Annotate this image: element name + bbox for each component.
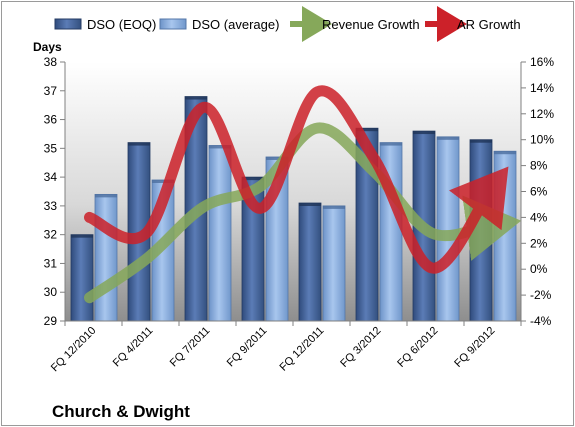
bar-top-cap (266, 156, 288, 160)
y-right-tick-label: 8% (530, 159, 548, 173)
y-right-tick-label: -2% (530, 288, 552, 302)
y-right-tick-label: 10% (530, 133, 554, 147)
legend-label-ar-growth: AR Growth (457, 17, 521, 32)
y-left-tick-label: 33 (44, 199, 58, 213)
y-right-tick-label: 14% (530, 81, 554, 95)
bar-top-cap (494, 151, 516, 155)
bar-top-cap (242, 177, 264, 181)
y-right-tick-label: 16% (530, 55, 554, 69)
legend-swatch-dso-eoq (54, 18, 82, 30)
y-right-tick-label: -4% (530, 314, 552, 328)
y-left-tick-label: 29 (44, 314, 58, 328)
bar-top-cap (356, 128, 378, 132)
y-right-tick-label: 6% (530, 185, 548, 199)
y-left-tick-label: 32 (44, 228, 58, 242)
bar-top-cap (185, 96, 207, 100)
line-ar-growth (84, 85, 509, 274)
bar-dso-average (493, 150, 517, 322)
legend-label-revenue-growth: Revenue Growth (322, 17, 420, 32)
y-left-tick-label: 34 (44, 170, 58, 184)
legend: DSO (EOQ) DSO (average) Revenue Growth AR G… (54, 6, 521, 42)
legend-label-dso-eoq: DSO (EOQ) (87, 17, 156, 32)
y-right-tick-label: 2% (530, 236, 548, 250)
y-left-tick-label: 35 (44, 141, 58, 155)
y-left-tick-label: 30 (44, 285, 58, 299)
y-axis-left-label: Days (33, 40, 62, 54)
bar-top-cap (323, 205, 345, 209)
bar-top-cap (209, 145, 231, 149)
bar-dso-eoq (298, 202, 322, 322)
bar-dso-average (94, 193, 118, 322)
bar-top-cap (95, 194, 117, 198)
bar-dso-eoq (70, 234, 94, 322)
y-left-tick-label: 37 (44, 84, 58, 98)
y-left-tick-label: 31 (44, 256, 58, 270)
legend-swatch-dso-average (159, 18, 187, 30)
y-left-tick-label: 36 (44, 113, 58, 127)
bar-top-cap (71, 234, 93, 238)
bar-top-cap (437, 136, 459, 140)
bar-top-cap (470, 139, 492, 143)
bar-top-cap (299, 203, 321, 207)
y-right-tick-label: 4% (530, 210, 548, 224)
company-label: Church & Dwight (52, 402, 190, 421)
line-group (84, 85, 522, 304)
bar-dso-average (436, 136, 460, 322)
legend-label-dso-average: DSO (average) (192, 17, 279, 32)
bar-top-cap (413, 131, 435, 135)
bar-dso-average (322, 205, 346, 322)
bar-top-cap (128, 142, 150, 146)
y-right-tick-label: 0% (530, 262, 548, 276)
y-left-tick-label: 38 (44, 55, 58, 69)
y-right-tick-label: 12% (530, 107, 554, 121)
bar-top-cap (152, 179, 174, 183)
bar-top-cap (380, 142, 402, 146)
bar-dso-average (208, 145, 232, 322)
